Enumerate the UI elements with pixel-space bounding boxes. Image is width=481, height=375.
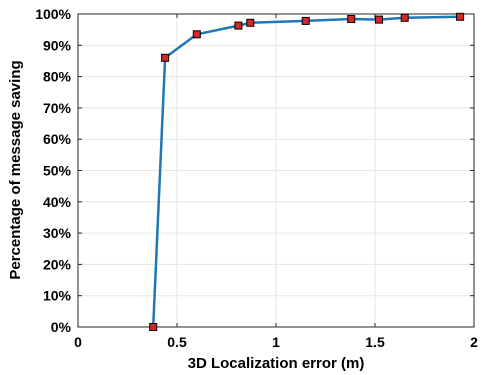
data-point xyxy=(161,53,170,62)
ticks xyxy=(77,13,475,328)
y-tick-label: 40% xyxy=(43,194,72,210)
data-point xyxy=(347,15,356,23)
y-tick-label: 20% xyxy=(43,256,72,272)
series-line xyxy=(151,15,461,328)
data-point xyxy=(400,13,409,22)
y-tick-label: 0% xyxy=(51,319,72,335)
grid xyxy=(78,14,474,327)
y-tick-label: 90% xyxy=(43,37,72,53)
x-axis-label: 3D Localization error (m) xyxy=(188,355,365,372)
series xyxy=(149,12,465,331)
x-tick-labels: 0 0.5 1 1.5 2 xyxy=(74,334,478,350)
data-point xyxy=(456,12,465,21)
data-point xyxy=(149,323,158,331)
data-point xyxy=(375,15,383,24)
y-tick-label: 70% xyxy=(43,100,72,116)
data-point xyxy=(301,16,310,25)
y-tick-labels: 0% 10% 20% 30% 40% 50% 60% 70% 80% 90% 100% xyxy=(35,6,71,335)
x-tick-label: 1 xyxy=(272,334,280,350)
y-tick-label: 60% xyxy=(43,131,72,147)
y-tick-label: 100% xyxy=(35,6,71,22)
x-tick-label: 0.5 xyxy=(167,334,187,350)
data-point xyxy=(246,18,255,27)
data-point xyxy=(192,30,201,39)
x-tick-label: 1.5 xyxy=(365,334,385,350)
y-axis-label: Percentage of message saving xyxy=(7,60,24,279)
y-tick-label: 10% xyxy=(43,288,72,304)
y-tick-label: 80% xyxy=(43,69,72,85)
y-tick-label: 30% xyxy=(43,225,72,241)
y-tick-label: 50% xyxy=(43,163,72,179)
data-point xyxy=(234,21,243,30)
x-tick-label: 0 xyxy=(74,334,82,350)
x-tick-label: 2 xyxy=(470,334,478,350)
